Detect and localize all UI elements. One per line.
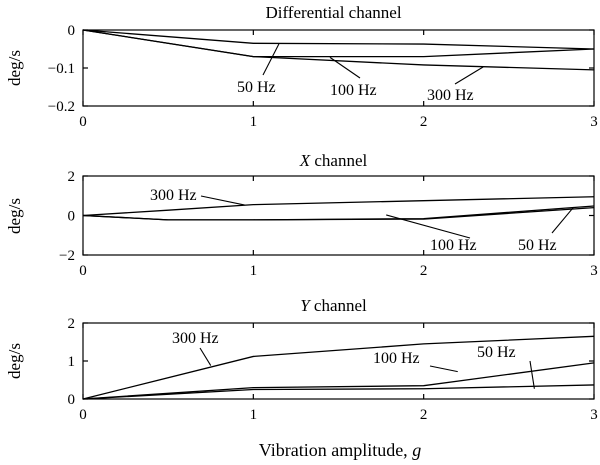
x-tick-label: 0 bbox=[79, 114, 87, 130]
plot-frame bbox=[82, 322, 595, 400]
y-tick-label: 2 bbox=[68, 169, 76, 185]
series-label: 300 Hz bbox=[150, 187, 197, 204]
x-tick-label: 0 bbox=[79, 407, 87, 423]
series-line-300-hz bbox=[82, 29, 595, 71]
y-axis-label: deg/s bbox=[5, 198, 24, 234]
y-axis-label: deg/s bbox=[5, 343, 24, 379]
series-line-50-hz bbox=[82, 29, 595, 50]
series-label: 300 Hz bbox=[427, 87, 474, 104]
panel-title: Differential channel bbox=[265, 3, 401, 22]
series-label: 100 Hz bbox=[373, 350, 420, 367]
y-tick-label: 0 bbox=[68, 23, 76, 39]
x-tick-label: 1 bbox=[250, 114, 258, 130]
series-line-50-hz bbox=[82, 205, 595, 221]
y-tick-label: −2 bbox=[59, 248, 75, 264]
series-line-300-hz bbox=[82, 335, 595, 400]
y-tick-label: 1 bbox=[68, 354, 76, 370]
y-tick-label: 0 bbox=[68, 209, 76, 225]
y-axis-label: deg/s bbox=[5, 50, 24, 86]
series-label: 50 Hz bbox=[518, 237, 557, 254]
x-tick-label: 2 bbox=[420, 263, 428, 279]
series-label: 50 Hz bbox=[237, 79, 276, 96]
series-line-300-hz bbox=[82, 196, 595, 217]
series-label-leader bbox=[529, 360, 535, 389]
series-label: 300 Hz bbox=[172, 330, 219, 347]
series-label-leader bbox=[551, 206, 574, 234]
y-tick-label: 2 bbox=[68, 316, 76, 332]
series-label-leader bbox=[429, 365, 458, 373]
series-line-100-hz bbox=[82, 362, 595, 400]
x-tick-label: 2 bbox=[420, 114, 428, 130]
series-line-100-hz bbox=[82, 206, 595, 221]
x-tick-label: 3 bbox=[590, 114, 598, 130]
panel-title: Y channel bbox=[300, 296, 367, 315]
series-label: 100 Hz bbox=[430, 237, 477, 254]
panel-title: X channel bbox=[299, 151, 368, 170]
chart-panel-3: Y channel 2 1 00 1 2 3 deg/s 300 Hz 100 Hz 50 Hz bbox=[5, 296, 598, 423]
series-label: 50 Hz bbox=[477, 344, 516, 361]
y-tick-label: −0.2 bbox=[48, 99, 75, 115]
x-tick-label: 2 bbox=[420, 407, 428, 423]
series-label-leader bbox=[262, 43, 280, 76]
series-line-50-hz bbox=[82, 384, 595, 400]
x-tick-label: 3 bbox=[590, 407, 598, 423]
series-label-leader bbox=[200, 195, 245, 206]
x-tick-label: 0 bbox=[79, 263, 87, 279]
y-tick-label: −0.1 bbox=[48, 61, 75, 77]
x-axis-label: Vibration amplitude, g bbox=[259, 440, 421, 460]
x-tick-label: 1 bbox=[250, 263, 258, 279]
x-tick-label: 1 bbox=[250, 407, 258, 423]
series-label: 100 Hz bbox=[330, 82, 377, 99]
series-label-leader bbox=[454, 66, 484, 85]
series-label-leader bbox=[199, 347, 212, 366]
y-tick-label: 0 bbox=[68, 392, 76, 408]
x-tick-label: 3 bbox=[590, 263, 598, 279]
